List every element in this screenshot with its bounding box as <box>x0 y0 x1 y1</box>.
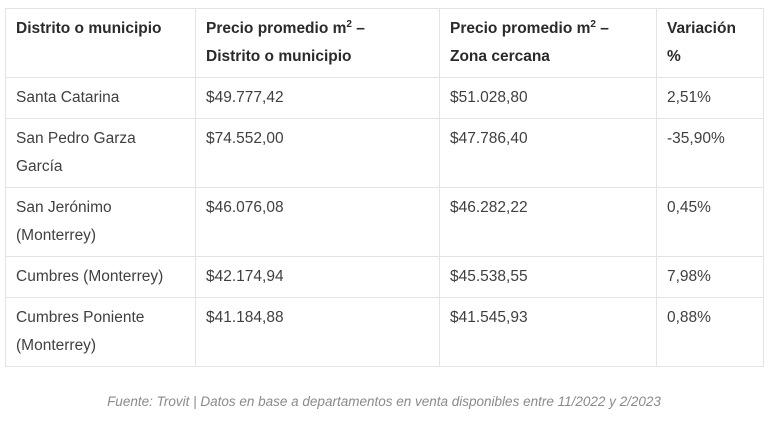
price-table-container: Distrito o municipio Precio promedio m2 … <box>5 8 764 367</box>
cell-variation: 0,88% <box>656 297 764 367</box>
cell-nearby-price: $41.545,93 <box>439 297 657 367</box>
cell-district: Cumbres (Monterrey) <box>5 256 196 298</box>
cell-nearby-price: $45.538,55 <box>439 256 657 298</box>
header-variation-label: Variación <box>667 20 736 37</box>
header-avg-price-sub: Distrito o municipio <box>206 48 352 65</box>
header-superscript: 2 <box>590 18 596 30</box>
header-dash: – <box>351 20 365 37</box>
cell-nearby-price: $46.282,22 <box>439 187 657 257</box>
cell-price: $74.552,00 <box>195 118 440 188</box>
cell-variation: -35,90% <box>656 118 764 188</box>
header-avg-price-label: Precio promedio m <box>206 20 347 37</box>
table-row: San Pedro Garza García $74.552,00 $47.786… <box>5 118 764 188</box>
cell-variation: 7,98% <box>656 256 764 298</box>
header-superscript: 2 <box>346 18 352 30</box>
cell-district: San Pedro Garza García <box>5 118 196 188</box>
header-dash: – <box>595 20 609 37</box>
table-row: San Jerónimo (Monterrey) $46.076,08 $46.2… <box>5 187 764 257</box>
table-header-row: Distrito o municipio Precio promedio m2 … <box>5 8 764 78</box>
source-caption: Fuente: Trovit | Datos en base a departa… <box>107 394 661 409</box>
cell-nearby-price: $51.028,80 <box>439 77 657 119</box>
table-row: Cumbres Poniente (Monterrey) $41.184,88 $… <box>5 297 764 367</box>
header-nearby-sub: Zona cercana <box>450 48 550 65</box>
cell-price: $42.174,94 <box>195 256 440 298</box>
header-variation: Variación% <box>656 8 764 78</box>
header-district-label: Distrito o municipio <box>16 20 162 37</box>
header-variation-unit: % <box>667 48 681 65</box>
cell-district: San Jerónimo (Monterrey) <box>5 187 196 257</box>
header-district: Distrito o municipio <box>5 8 196 78</box>
cell-variation: 2,51% <box>656 77 764 119</box>
table-row: Cumbres (Monterrey) $42.174,94 $45.538,5… <box>5 256 764 298</box>
price-table: Distrito o municipio Precio promedio m2 … <box>5 8 764 367</box>
cell-district: Santa Catarina <box>5 77 196 119</box>
cell-price: $46.076,08 <box>195 187 440 257</box>
cell-price: $41.184,88 <box>195 297 440 367</box>
header-avg-price-nearby: Precio promedio m2 – Zona cercana <box>439 8 657 78</box>
header-nearby-label: Precio promedio m <box>450 20 591 37</box>
cell-variation: 0,45% <box>656 187 764 257</box>
cell-nearby-price: $47.786,40 <box>439 118 657 188</box>
cell-district: Cumbres Poniente (Monterrey) <box>5 297 196 367</box>
header-avg-price-district: Precio promedio m2 – Distrito o municipio <box>195 8 440 78</box>
table-row: Santa Catarina $49.777,42 $51.028,80 2,5… <box>5 77 764 119</box>
cell-price: $49.777,42 <box>195 77 440 119</box>
